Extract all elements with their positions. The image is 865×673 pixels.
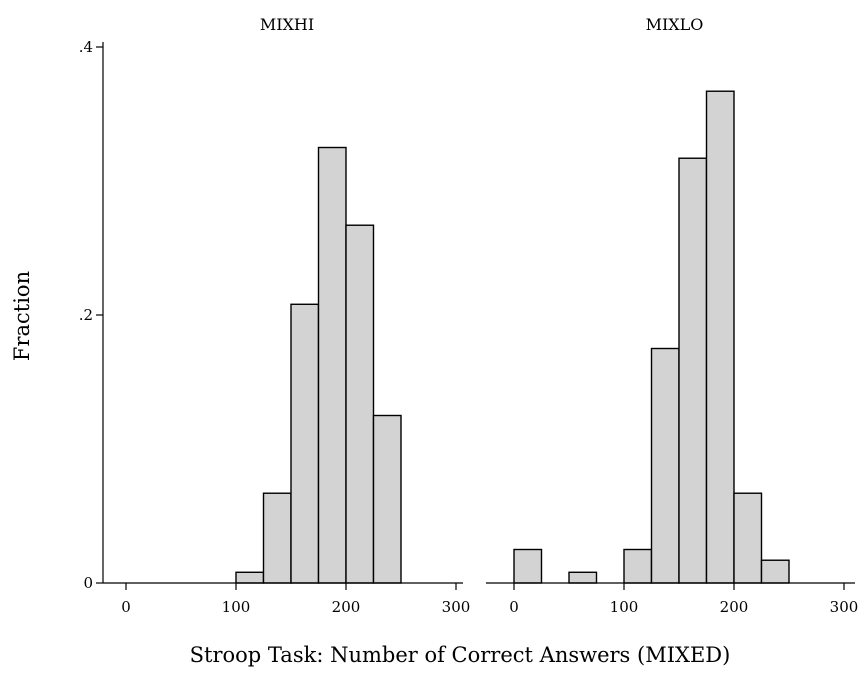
x-tick-label: 200 bbox=[332, 598, 361, 616]
panel-title: MIXLO bbox=[646, 15, 704, 34]
histogram-bar bbox=[317, 146, 347, 584]
histogram-bar bbox=[705, 90, 735, 584]
y-axis-title: Fraction bbox=[10, 271, 34, 361]
y-tick-label: 0 bbox=[83, 574, 93, 592]
histogram-bar bbox=[513, 548, 543, 584]
histogram-bar bbox=[345, 224, 375, 584]
histogram-bar bbox=[760, 559, 790, 584]
histogram-bar bbox=[262, 492, 292, 584]
x-tick-label: 200 bbox=[720, 598, 749, 616]
x-tick-label: 100 bbox=[222, 598, 251, 616]
histogram-bar bbox=[235, 571, 265, 584]
panels-group: MIXHI 0 100 200 300 0 .2 .4 MIXLO 0 100 200 300 bbox=[79, 15, 859, 616]
histogram-bar bbox=[372, 414, 402, 584]
y-tick-label: .4 bbox=[79, 38, 93, 56]
panel-title: MIXHI bbox=[260, 15, 314, 34]
x-tick-label: 0 bbox=[509, 598, 519, 616]
histogram-bar bbox=[290, 303, 320, 584]
histogram-bar bbox=[568, 571, 598, 584]
x-axis-title: Stroop Task: Number of Correct Answers (… bbox=[190, 643, 731, 667]
x-tick-label: 100 bbox=[610, 598, 639, 616]
y-tick-label: .2 bbox=[79, 306, 93, 324]
histogram-bar bbox=[623, 548, 653, 584]
x-tick-label: 300 bbox=[830, 598, 859, 616]
histogram-bar bbox=[678, 157, 708, 584]
panel-mixlo: MIXLO 0 100 200 300 bbox=[486, 15, 858, 616]
histogram-bar bbox=[650, 347, 680, 584]
panel-mixhi: MIXHI 0 100 200 300 0 .2 .4 bbox=[79, 15, 471, 616]
histogram-bar bbox=[733, 492, 763, 584]
x-tick-label: 0 bbox=[121, 598, 131, 616]
x-tick-label: 300 bbox=[442, 598, 471, 616]
